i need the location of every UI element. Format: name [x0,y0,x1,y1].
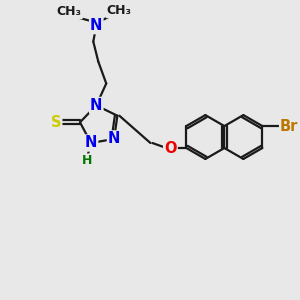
Text: H: H [82,154,92,167]
Text: CH₃: CH₃ [57,5,82,18]
Text: S: S [51,115,61,130]
Text: CH₃: CH₃ [107,4,132,17]
Text: Br: Br [280,118,298,134]
Text: O: O [164,140,177,155]
Text: N: N [90,98,103,113]
Text: N: N [85,136,97,151]
Text: N: N [108,131,120,146]
Text: N: N [90,18,103,33]
